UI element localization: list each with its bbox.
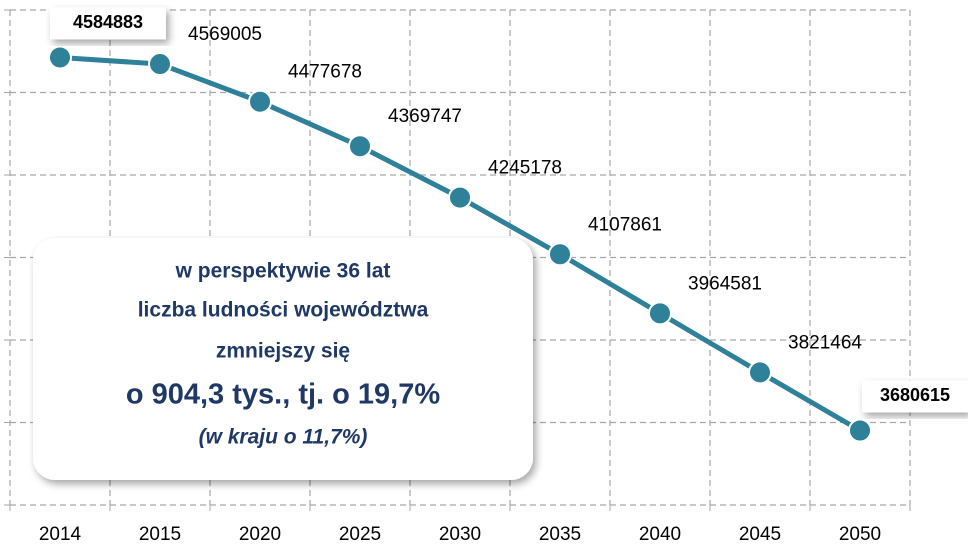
data-label: 4245178 bbox=[488, 158, 562, 179]
plot: 4584883 4569005 4477678 4369747 4245178 41078… bbox=[48, 7, 968, 443]
data-label: 4107861 bbox=[588, 214, 662, 235]
annotation-line: o 904,3 tys., tj. o 19,7% bbox=[126, 379, 441, 411]
data-point bbox=[748, 360, 772, 385]
x-tick-label: 2040 bbox=[639, 524, 681, 545]
data-point bbox=[548, 242, 572, 267]
x-tick-label: 2025 bbox=[339, 524, 381, 545]
data-point bbox=[348, 134, 372, 159]
data-label: 4584883 bbox=[73, 12, 143, 32]
data-label: 3680615 bbox=[880, 385, 950, 405]
data-point bbox=[148, 52, 172, 77]
annotation-line: (w kraju o 11,7%) bbox=[199, 426, 368, 449]
data-label: 4569005 bbox=[188, 24, 262, 45]
data-point bbox=[248, 89, 272, 114]
annotation: w perspektywie 36 lat liczba ludności woj… bbox=[126, 260, 441, 449]
x-tick-label: 2030 bbox=[439, 524, 481, 545]
x-tick-label: 2035 bbox=[539, 524, 581, 545]
annotation-line: w perspektywie 36 lat bbox=[175, 260, 391, 283]
annotation-line: zmniejszy się bbox=[216, 340, 350, 363]
label-box bbox=[862, 380, 968, 413]
data-point bbox=[848, 418, 872, 443]
x-tick-label: 2050 bbox=[839, 524, 881, 545]
label-box bbox=[50, 7, 166, 40]
x-tick-label: 2014 bbox=[39, 524, 82, 545]
x-tick-label: 2020 bbox=[239, 524, 281, 545]
data-point bbox=[48, 45, 72, 70]
annotation-box bbox=[33, 238, 533, 480]
data-label: 3964581 bbox=[688, 273, 762, 294]
data-label: 4369747 bbox=[388, 106, 462, 127]
data-label: 3821464 bbox=[788, 332, 862, 353]
x-tick-label: 2045 bbox=[739, 524, 781, 545]
data-label: 4477678 bbox=[288, 62, 362, 83]
data-point bbox=[648, 301, 672, 326]
x-tick-label: 2015 bbox=[139, 524, 181, 545]
data-point bbox=[448, 185, 472, 210]
annotation-line: liczba ludności województwa bbox=[138, 299, 429, 322]
